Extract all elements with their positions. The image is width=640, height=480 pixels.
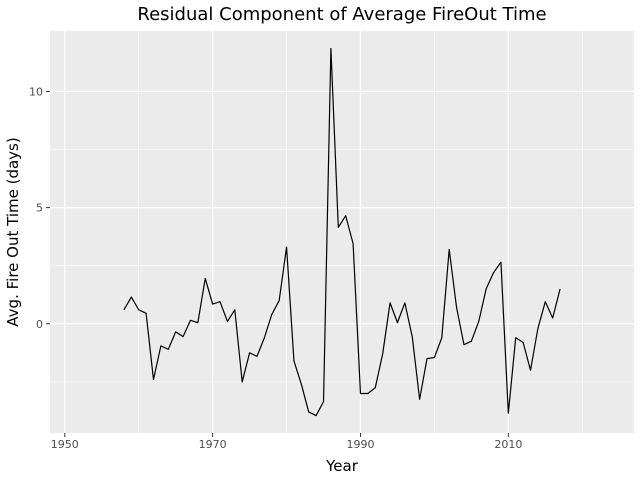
- tick-labels: 1950 1970 1990 2010 0 5 10: [29, 85, 522, 451]
- axis-ticks: [46, 90, 509, 437]
- y-tick-label: 10: [29, 85, 43, 98]
- x-tick-label: 2010: [494, 438, 522, 451]
- major-gridlines: [50, 31, 634, 433]
- y-tick-label: 5: [36, 202, 43, 215]
- y-axis-title: Avg. Fire Out Time (days): [4, 137, 22, 326]
- x-tick-label: 1970: [199, 438, 227, 451]
- x-axis-title: Year: [325, 457, 359, 475]
- x-tick-label: 1950: [51, 438, 79, 451]
- minor-gridlines: [50, 31, 634, 433]
- x-tick-label: 1990: [346, 438, 374, 451]
- series-line: [123, 47, 561, 417]
- y-tick-label: 0: [36, 318, 43, 331]
- plot-panel: [50, 31, 634, 433]
- chart-title: Residual Component of Average FireOut Ti…: [137, 4, 546, 25]
